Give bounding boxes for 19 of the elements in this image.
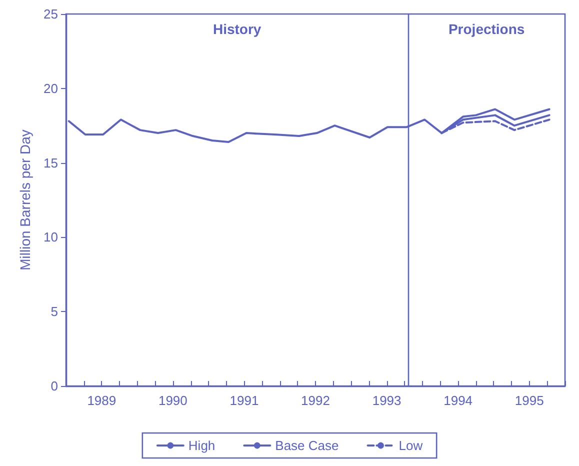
y-tick-label: 5 [50,304,58,320]
annotation: Projections [448,20,525,37]
x-tick-label: 1993 [372,393,402,408]
legend-label: Low [398,438,424,453]
y-tick-label: 15 [44,155,58,170]
y-tick-label: 10 [44,230,58,245]
x-tick-label: 1994 [444,393,473,408]
x-tick-label: 1992 [301,393,330,408]
y-tick-label: 20 [44,80,58,96]
x-tick-label: 1991 [230,393,259,408]
x-tick-label: 1989 [87,393,116,408]
legend-label: Base Case [275,438,339,453]
x-tick-label: 1995 [514,393,544,408]
legend-label: High [188,438,216,453]
annotation: History [212,20,262,37]
y-axis-title: Million Barrels per Day [17,130,33,270]
y-tick-label: 25 [44,6,58,22]
x-tick-label: 1990 [158,393,188,408]
y-tick-label: 0 [50,378,58,394]
